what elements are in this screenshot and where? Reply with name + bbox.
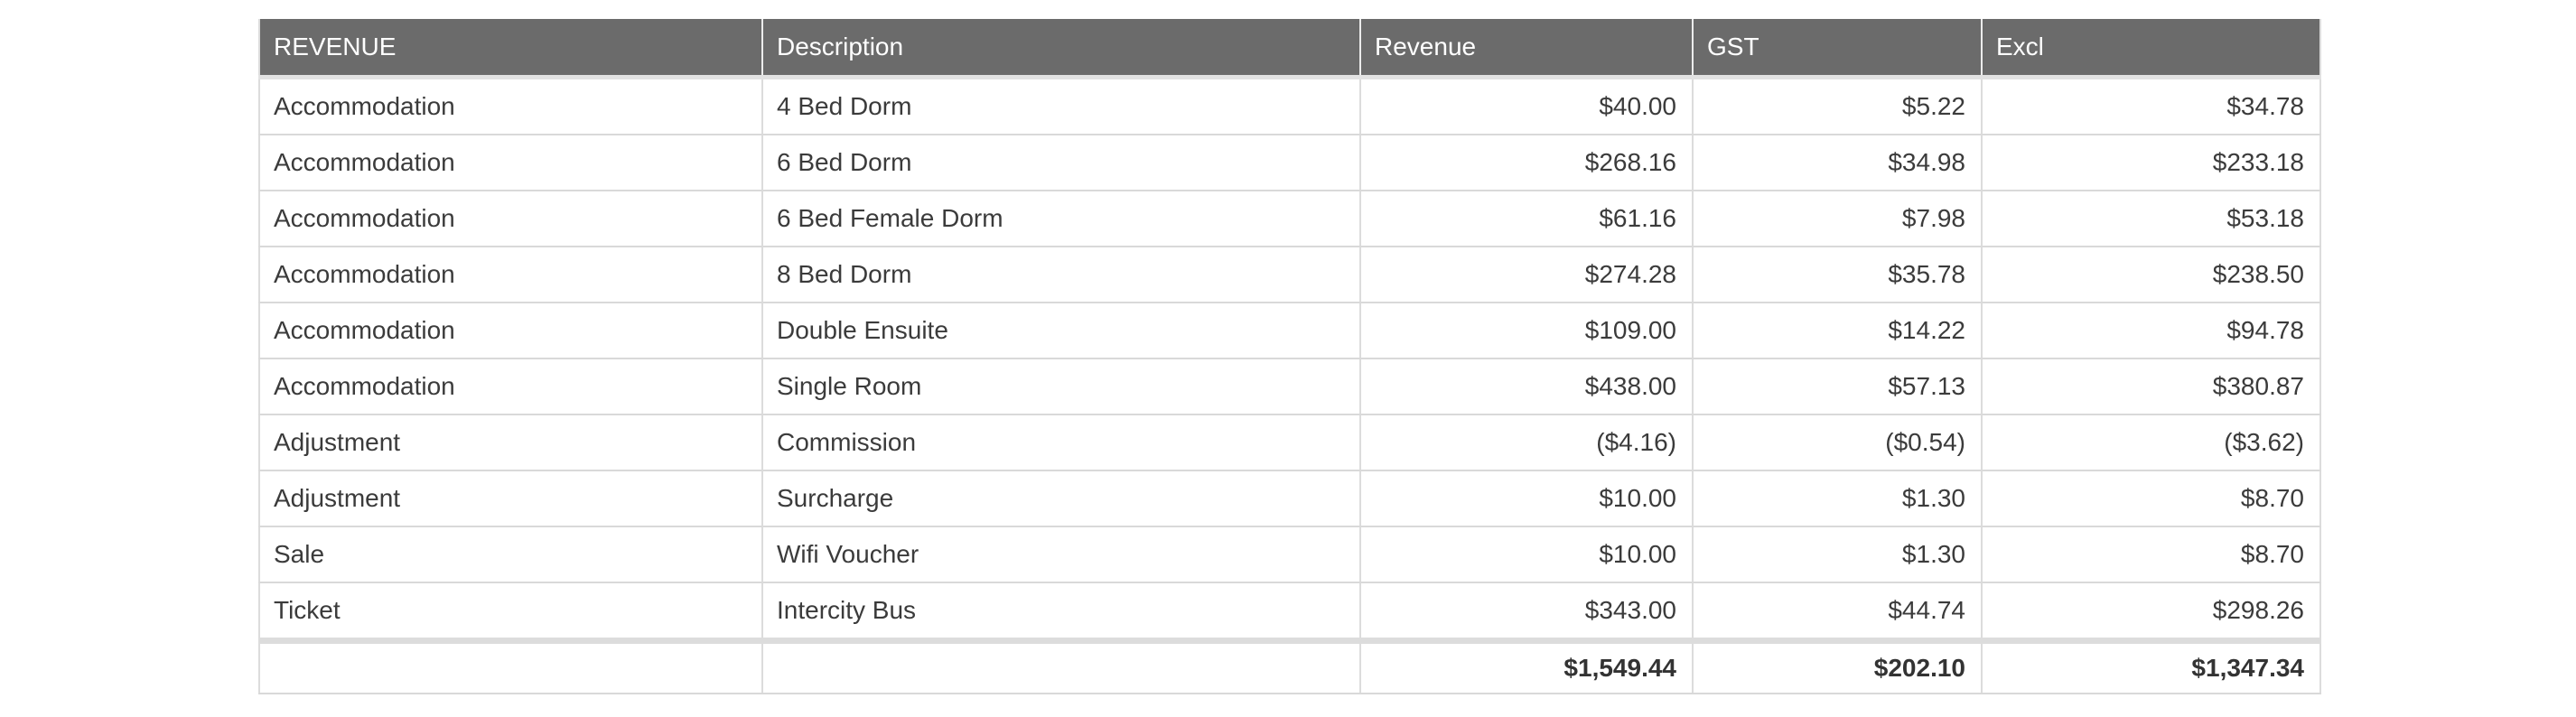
revenue-cell: $109.00: [1360, 303, 1694, 359]
table-row: Accommodation 8 Bed Dorm $274.28 $35.78 …: [259, 247, 2320, 303]
description-cell: Intercity Bus: [762, 582, 1361, 642]
gst-cell: ($0.54): [1693, 414, 1983, 471]
category-cell: Sale: [259, 526, 763, 583]
header-row: REVENUE Description Revenue GST Excl: [259, 19, 2320, 79]
revenue-cell: $268.16: [1360, 135, 1694, 191]
revenue-cell: ($4.16): [1360, 414, 1694, 471]
category-cell: Accommodation: [259, 358, 763, 415]
description-cell: Surcharge: [762, 470, 1361, 527]
table-row: Adjustment Surcharge $10.00 $1.30 $8.70: [259, 470, 2320, 527]
description-cell: 4 Bed Dorm: [762, 77, 1361, 135]
revenue-cell: $343.00: [1360, 582, 1694, 642]
gst-cell: $14.22: [1693, 303, 1983, 359]
totals-empty-description-cell: [762, 638, 1361, 694]
revenue-cell: $438.00: [1360, 358, 1694, 415]
table-row: Accommodation 6 Bed Female Dorm $61.16 $…: [259, 191, 2320, 247]
column-header-revenue: Revenue: [1360, 19, 1694, 79]
gst-cell: $34.98: [1693, 135, 1983, 191]
column-header-revenue-type: REVENUE: [259, 19, 763, 79]
totals-gst-cell: $202.10: [1693, 638, 1983, 694]
column-header-gst: GST: [1693, 19, 1983, 79]
category-cell: Accommodation: [259, 303, 763, 359]
table-row: Sale Wifi Voucher $10.00 $1.30 $8.70: [259, 526, 2320, 583]
excl-cell: $34.78: [1982, 77, 2320, 135]
description-cell: Commission: [762, 414, 1361, 471]
description-cell: 6 Bed Dorm: [762, 135, 1361, 191]
column-header-description: Description: [762, 19, 1361, 79]
excl-cell: ($3.62): [1982, 414, 2320, 471]
table-row: Adjustment Commission ($4.16) ($0.54) ($…: [259, 414, 2320, 471]
table-row: Accommodation Double Ensuite $109.00 $14…: [259, 303, 2320, 359]
gst-cell: $7.98: [1693, 191, 1983, 247]
excl-cell: $380.87: [1982, 358, 2320, 415]
category-cell: Accommodation: [259, 77, 763, 135]
table-row: Ticket Intercity Bus $343.00 $44.74 $298…: [259, 582, 2320, 642]
table-row: Accommodation 6 Bed Dorm $268.16 $34.98 …: [259, 135, 2320, 191]
gst-cell: $1.30: [1693, 526, 1983, 583]
gst-cell: $44.74: [1693, 582, 1983, 642]
category-cell: Accommodation: [259, 247, 763, 303]
excl-cell: $8.70: [1982, 526, 2320, 583]
excl-cell: $233.18: [1982, 135, 2320, 191]
revenue-table: REVENUE Description Revenue GST Excl Acc…: [258, 19, 2321, 694]
gst-cell: $1.30: [1693, 470, 1983, 527]
excl-cell: $238.50: [1982, 247, 2320, 303]
excl-cell: $53.18: [1982, 191, 2320, 247]
description-cell: 8 Bed Dorm: [762, 247, 1361, 303]
category-cell: Accommodation: [259, 135, 763, 191]
excl-cell: $8.70: [1982, 470, 2320, 527]
excl-cell: $94.78: [1982, 303, 2320, 359]
revenue-cell: $274.28: [1360, 247, 1694, 303]
column-header-excl: Excl: [1982, 19, 2320, 79]
category-cell: Adjustment: [259, 414, 763, 471]
gst-cell: $57.13: [1693, 358, 1983, 415]
category-cell: Ticket: [259, 582, 763, 642]
table-row: Accommodation Single Room $438.00 $57.13…: [259, 358, 2320, 415]
revenue-cell: $61.16: [1360, 191, 1694, 247]
description-cell: 6 Bed Female Dorm: [762, 191, 1361, 247]
excl-cell: $298.26: [1982, 582, 2320, 642]
totals-empty-category-cell: [259, 638, 763, 694]
table-row: Accommodation 4 Bed Dorm $40.00 $5.22 $3…: [259, 77, 2320, 135]
revenue-cell: $40.00: [1360, 77, 1694, 135]
description-cell: Double Ensuite: [762, 303, 1361, 359]
gst-cell: $5.22: [1693, 77, 1983, 135]
revenue-cell: $10.00: [1360, 470, 1694, 527]
totals-row: $1,549.44 $202.10 $1,347.34: [259, 638, 2320, 694]
totals-revenue-cell: $1,549.44: [1360, 638, 1694, 694]
description-cell: Wifi Voucher: [762, 526, 1361, 583]
totals-excl-cell: $1,347.34: [1982, 638, 2320, 694]
report-canvas: REVENUE Description Revenue GST Excl Acc…: [258, 19, 2321, 694]
revenue-cell: $10.00: [1360, 526, 1694, 583]
category-cell: Accommodation: [259, 191, 763, 247]
gst-cell: $35.78: [1693, 247, 1983, 303]
category-cell: Adjustment: [259, 470, 763, 527]
description-cell: Single Room: [762, 358, 1361, 415]
